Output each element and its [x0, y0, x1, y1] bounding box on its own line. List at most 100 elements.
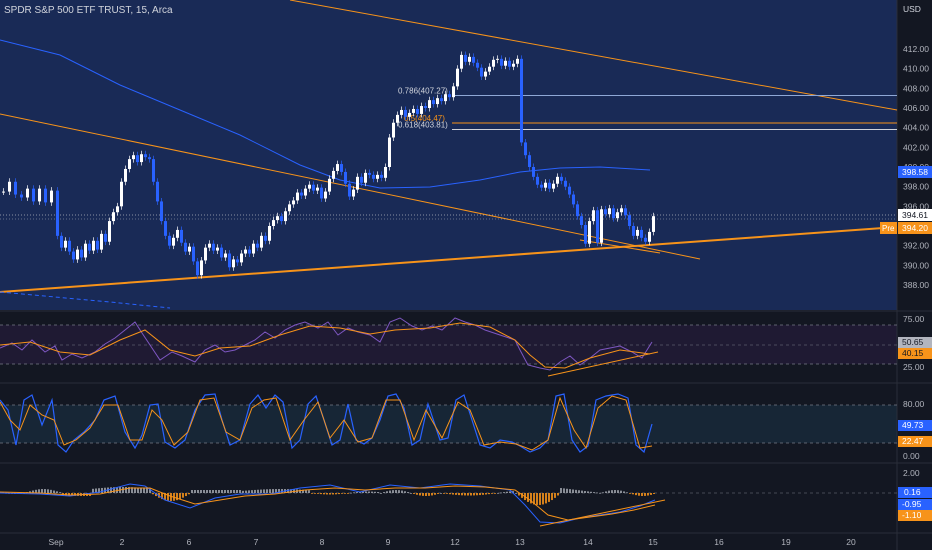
- time-label: 6: [187, 537, 192, 547]
- macd-hist-bar: [164, 493, 166, 501]
- candle-body: [56, 190, 59, 236]
- candle-body: [64, 240, 67, 248]
- macd-hist-bar: [95, 488, 97, 493]
- macd-hist-bar: [230, 490, 232, 493]
- macd-badge: [898, 499, 932, 510]
- candle-body: [448, 94, 451, 98]
- macd-hist-bar: [515, 493, 517, 494]
- macd-hist-bar: [578, 490, 580, 493]
- candle-body: [612, 208, 615, 219]
- macd-hist-bar: [260, 489, 262, 493]
- macd-hist-bar: [140, 487, 142, 493]
- macd-hist-bar: [323, 493, 325, 495]
- macd-hist-bar: [536, 493, 538, 505]
- time-label: 12: [450, 537, 460, 547]
- short-trendline[interactable]: [579, 239, 661, 254]
- candle-body: [544, 182, 547, 188]
- macd-hist-bar: [398, 490, 400, 493]
- candle-body: [352, 189, 355, 197]
- candle-body: [616, 212, 619, 219]
- macd-hist-bar: [98, 488, 100, 493]
- macd-hist-bar: [320, 493, 322, 495]
- macd-axis[interactable]: 2.00 0.16 -0.95 -1.10: [898, 468, 932, 521]
- candle-body: [308, 184, 311, 189]
- macd-hist-bar: [152, 493, 154, 495]
- candle-body: [2, 191, 5, 193]
- candle-body: [532, 167, 535, 177]
- macd-hist-bar: [557, 493, 559, 496]
- candle-body: [296, 192, 299, 201]
- macd-hist-bar: [257, 489, 259, 493]
- macd-hist-bar: [461, 493, 463, 496]
- macd-hist-badge-value: 0.16: [904, 487, 921, 497]
- rsi-axis[interactable]: 75.00 25.00 50.65 40.15: [898, 314, 932, 372]
- candle-body: [228, 253, 231, 268]
- macd-hist-bar: [110, 487, 112, 493]
- macd-hist-bar: [635, 493, 637, 496]
- macd-hist-bar: [584, 491, 586, 493]
- candle-body: [348, 183, 351, 197]
- price-pane[interactable]: [0, 0, 897, 310]
- candle-body: [376, 174, 379, 179]
- macd-hist-bar: [272, 489, 274, 493]
- currency-label: USD: [903, 4, 921, 14]
- stoch-tick-80: 80.00: [903, 399, 925, 409]
- candle-body: [244, 249, 247, 254]
- candle-body: [212, 243, 215, 251]
- macd-hist-bar: [227, 490, 229, 493]
- rsi-ma-badge: [898, 348, 932, 359]
- time-label: 9: [386, 537, 391, 547]
- candle-body: [216, 247, 219, 251]
- price-drawings: [0, 0, 898, 309]
- macd-hist-bar: [38, 489, 40, 493]
- macd-hist-bar: [41, 489, 43, 493]
- stoch-d-badge: [898, 436, 932, 447]
- stochastic-indicator: [0, 393, 653, 454]
- macd-hist-bar: [137, 487, 139, 493]
- macd-hist-bar: [341, 493, 343, 494]
- support-trendline[interactable]: [0, 226, 898, 293]
- candle-body: [320, 187, 323, 199]
- macd-hist-bar: [200, 490, 202, 493]
- candle-body: [408, 112, 411, 117]
- macd-hist-bar: [512, 491, 514, 493]
- fib-level-label: 0.5(404.47): [404, 114, 445, 123]
- stoch-axis[interactable]: 80.00 0.00 49.73 22.47: [898, 399, 932, 461]
- macd-hist-bar: [467, 493, 469, 496]
- upper-trendline[interactable]: [289, 0, 898, 111]
- rsi-tick-75: 75.00: [903, 314, 925, 324]
- macd-hist-bar: [626, 492, 628, 494]
- macd-hist-bar: [563, 488, 565, 493]
- macd-hist-bar: [35, 489, 37, 493]
- macd-hist-bar: [224, 490, 226, 493]
- macd-hist-bar: [248, 490, 250, 493]
- candle-body: [560, 176, 563, 181]
- candle-body: [328, 178, 331, 192]
- candle-body: [380, 174, 383, 178]
- last-price-value: 394.61: [902, 210, 928, 220]
- macd-hist-bar: [554, 493, 556, 498]
- macd-hist-bar: [470, 493, 472, 496]
- macd-hist-bar: [245, 490, 247, 493]
- rsi-band: [0, 325, 897, 364]
- macd-hist-bar: [614, 490, 616, 493]
- macd-hist-bar: [539, 493, 541, 505]
- macd-hist-bar: [431, 493, 433, 496]
- macd-hist-bar: [233, 490, 235, 493]
- candle-body: [276, 216, 279, 221]
- price-tick: 404.00: [903, 123, 929, 133]
- candle-body: [596, 210, 599, 243]
- fibonacci-retracement[interactable]: 0.786(407.27) 0.5(404.47)0.618(403.81): [398, 87, 897, 131]
- macd-hist-bar: [482, 493, 484, 495]
- rsi-badge-value: 50.65: [902, 337, 924, 347]
- macd-hist-bar: [632, 493, 634, 495]
- macd-hist-bar: [377, 492, 379, 493]
- macd-hist-bar: [209, 490, 211, 493]
- time-axis[interactable]: Sep 2 6 7 8 9 12 13 14 15 16 19 20: [48, 537, 856, 547]
- macd-hist-bar: [134, 487, 136, 493]
- macd-hist-bar: [191, 490, 193, 493]
- candle-body: [524, 142, 527, 156]
- candle-body: [564, 180, 567, 187]
- candle-body: [516, 58, 519, 64]
